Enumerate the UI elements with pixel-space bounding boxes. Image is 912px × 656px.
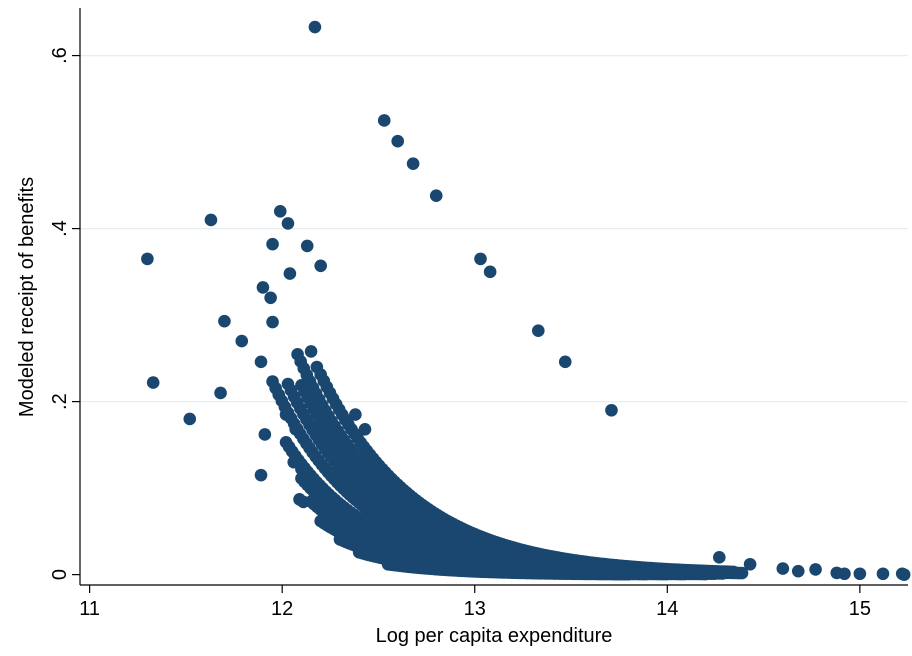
data-point bbox=[146, 376, 160, 389]
data-point bbox=[838, 567, 851, 581]
gridlines bbox=[80, 54, 908, 403]
ticks: 0 .2 .4 .6 11 12 13 14 15 bbox=[49, 47, 871, 620]
x-tick-label: 12 bbox=[271, 598, 293, 620]
data-point bbox=[677, 567, 691, 581]
data-point bbox=[141, 252, 154, 266]
y-tick-label: 0 bbox=[49, 569, 71, 580]
data-point bbox=[273, 204, 287, 218]
data-point bbox=[339, 517, 353, 530]
data-point bbox=[283, 267, 297, 280]
data-point bbox=[639, 567, 653, 581]
data-point bbox=[235, 334, 249, 348]
data-point bbox=[314, 259, 327, 273]
data-point bbox=[699, 567, 712, 581]
data-point bbox=[300, 239, 314, 253]
data-point bbox=[310, 360, 324, 374]
data-point bbox=[254, 355, 268, 369]
data-point bbox=[776, 562, 790, 575]
data-point bbox=[531, 324, 545, 337]
data-point bbox=[429, 189, 443, 203]
data-point bbox=[483, 265, 497, 279]
x-tick-label: 11 bbox=[79, 598, 100, 620]
data-point bbox=[218, 314, 231, 328]
data-point bbox=[204, 213, 218, 227]
data-point bbox=[660, 567, 673, 581]
data-point bbox=[281, 217, 295, 230]
data-point bbox=[258, 428, 272, 441]
y-tick-label: .6 bbox=[49, 47, 71, 64]
y-tick-label: .4 bbox=[49, 220, 71, 237]
data-point bbox=[391, 134, 405, 148]
data-point bbox=[295, 462, 308, 476]
data-point bbox=[366, 526, 379, 540]
data-point bbox=[876, 567, 890, 581]
data-point bbox=[297, 495, 310, 509]
axes bbox=[79, 8, 908, 586]
data-point bbox=[743, 557, 757, 571]
data-point bbox=[558, 355, 572, 369]
data-point bbox=[254, 468, 268, 482]
data-point bbox=[289, 422, 302, 436]
data-point bbox=[358, 422, 372, 436]
data-point bbox=[308, 20, 322, 34]
data-point bbox=[897, 568, 911, 581]
data-point bbox=[349, 408, 362, 421]
data-point bbox=[183, 412, 197, 426]
data-point bbox=[809, 563, 822, 576]
x-axis-title: Log per capita expenditure bbox=[376, 625, 613, 647]
data-point bbox=[266, 315, 279, 329]
x-tick-label: 15 bbox=[849, 598, 871, 620]
data-point bbox=[266, 237, 279, 251]
data-point bbox=[304, 345, 318, 358]
data-point bbox=[474, 252, 487, 266]
data-point bbox=[214, 386, 227, 400]
y-tick-label: .2 bbox=[49, 393, 71, 410]
data-points bbox=[141, 20, 911, 581]
data-point bbox=[791, 564, 805, 578]
y-axis-title: Modeled receipt of benefits bbox=[16, 177, 38, 417]
data-point bbox=[279, 408, 293, 421]
data-point bbox=[327, 512, 341, 525]
data-point bbox=[406, 157, 420, 171]
x-tick-label: 13 bbox=[464, 598, 486, 620]
data-point bbox=[707, 567, 721, 581]
data-point bbox=[735, 566, 749, 580]
data-point bbox=[377, 114, 391, 127]
data-point bbox=[622, 567, 635, 581]
data-point bbox=[256, 281, 270, 294]
data-point bbox=[264, 291, 277, 305]
x-tick-label: 14 bbox=[656, 598, 678, 620]
data-point bbox=[605, 403, 618, 417]
data-point bbox=[712, 551, 726, 564]
data-point bbox=[853, 567, 867, 581]
